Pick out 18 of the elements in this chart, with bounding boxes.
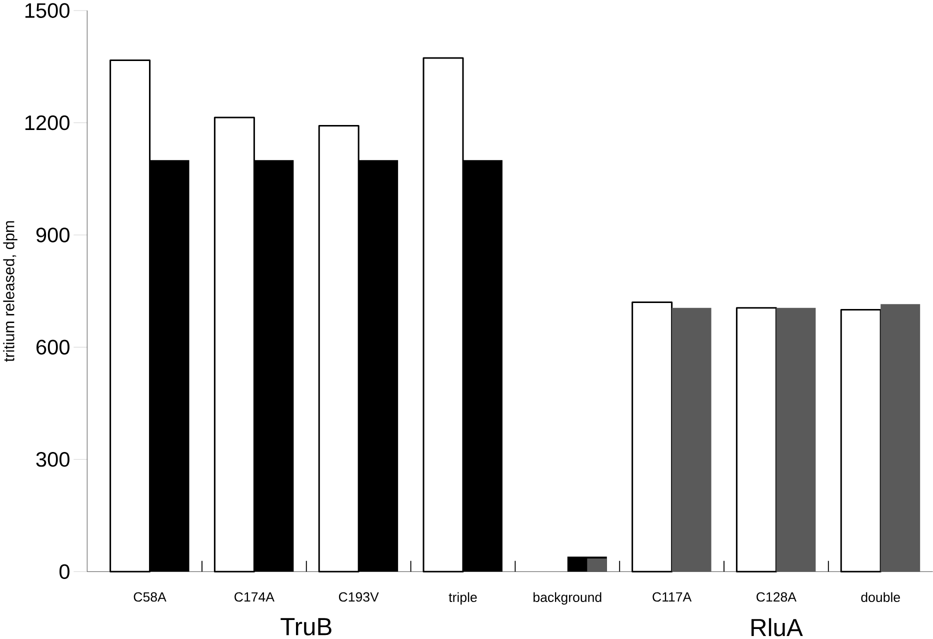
y-tick-label: 1200 [25,115,70,130]
y-axis-title: tritium released, dpm [3,221,18,362]
y-tick-label: 900 [36,227,70,242]
x-tick-label: C174A [234,592,274,602]
x-tick-label: triple [448,592,477,604]
x-tick-label: C193V [338,592,379,602]
x-tick-label: C128A [756,592,796,602]
y-tick-label: 0 [59,564,70,579]
bar [587,558,607,572]
x-tick-label: C117A [652,592,692,602]
y-tick-label: 600 [36,340,70,354]
x-tick-label: background [534,592,602,604]
x-tick-label: double [861,592,900,602]
y-tick-label: 300 [36,452,70,467]
text: TruB [280,618,332,636]
text: RluA [751,618,803,636]
x-tick-label: C58A [134,592,166,602]
y-tick-label: 1500 [25,2,70,18]
